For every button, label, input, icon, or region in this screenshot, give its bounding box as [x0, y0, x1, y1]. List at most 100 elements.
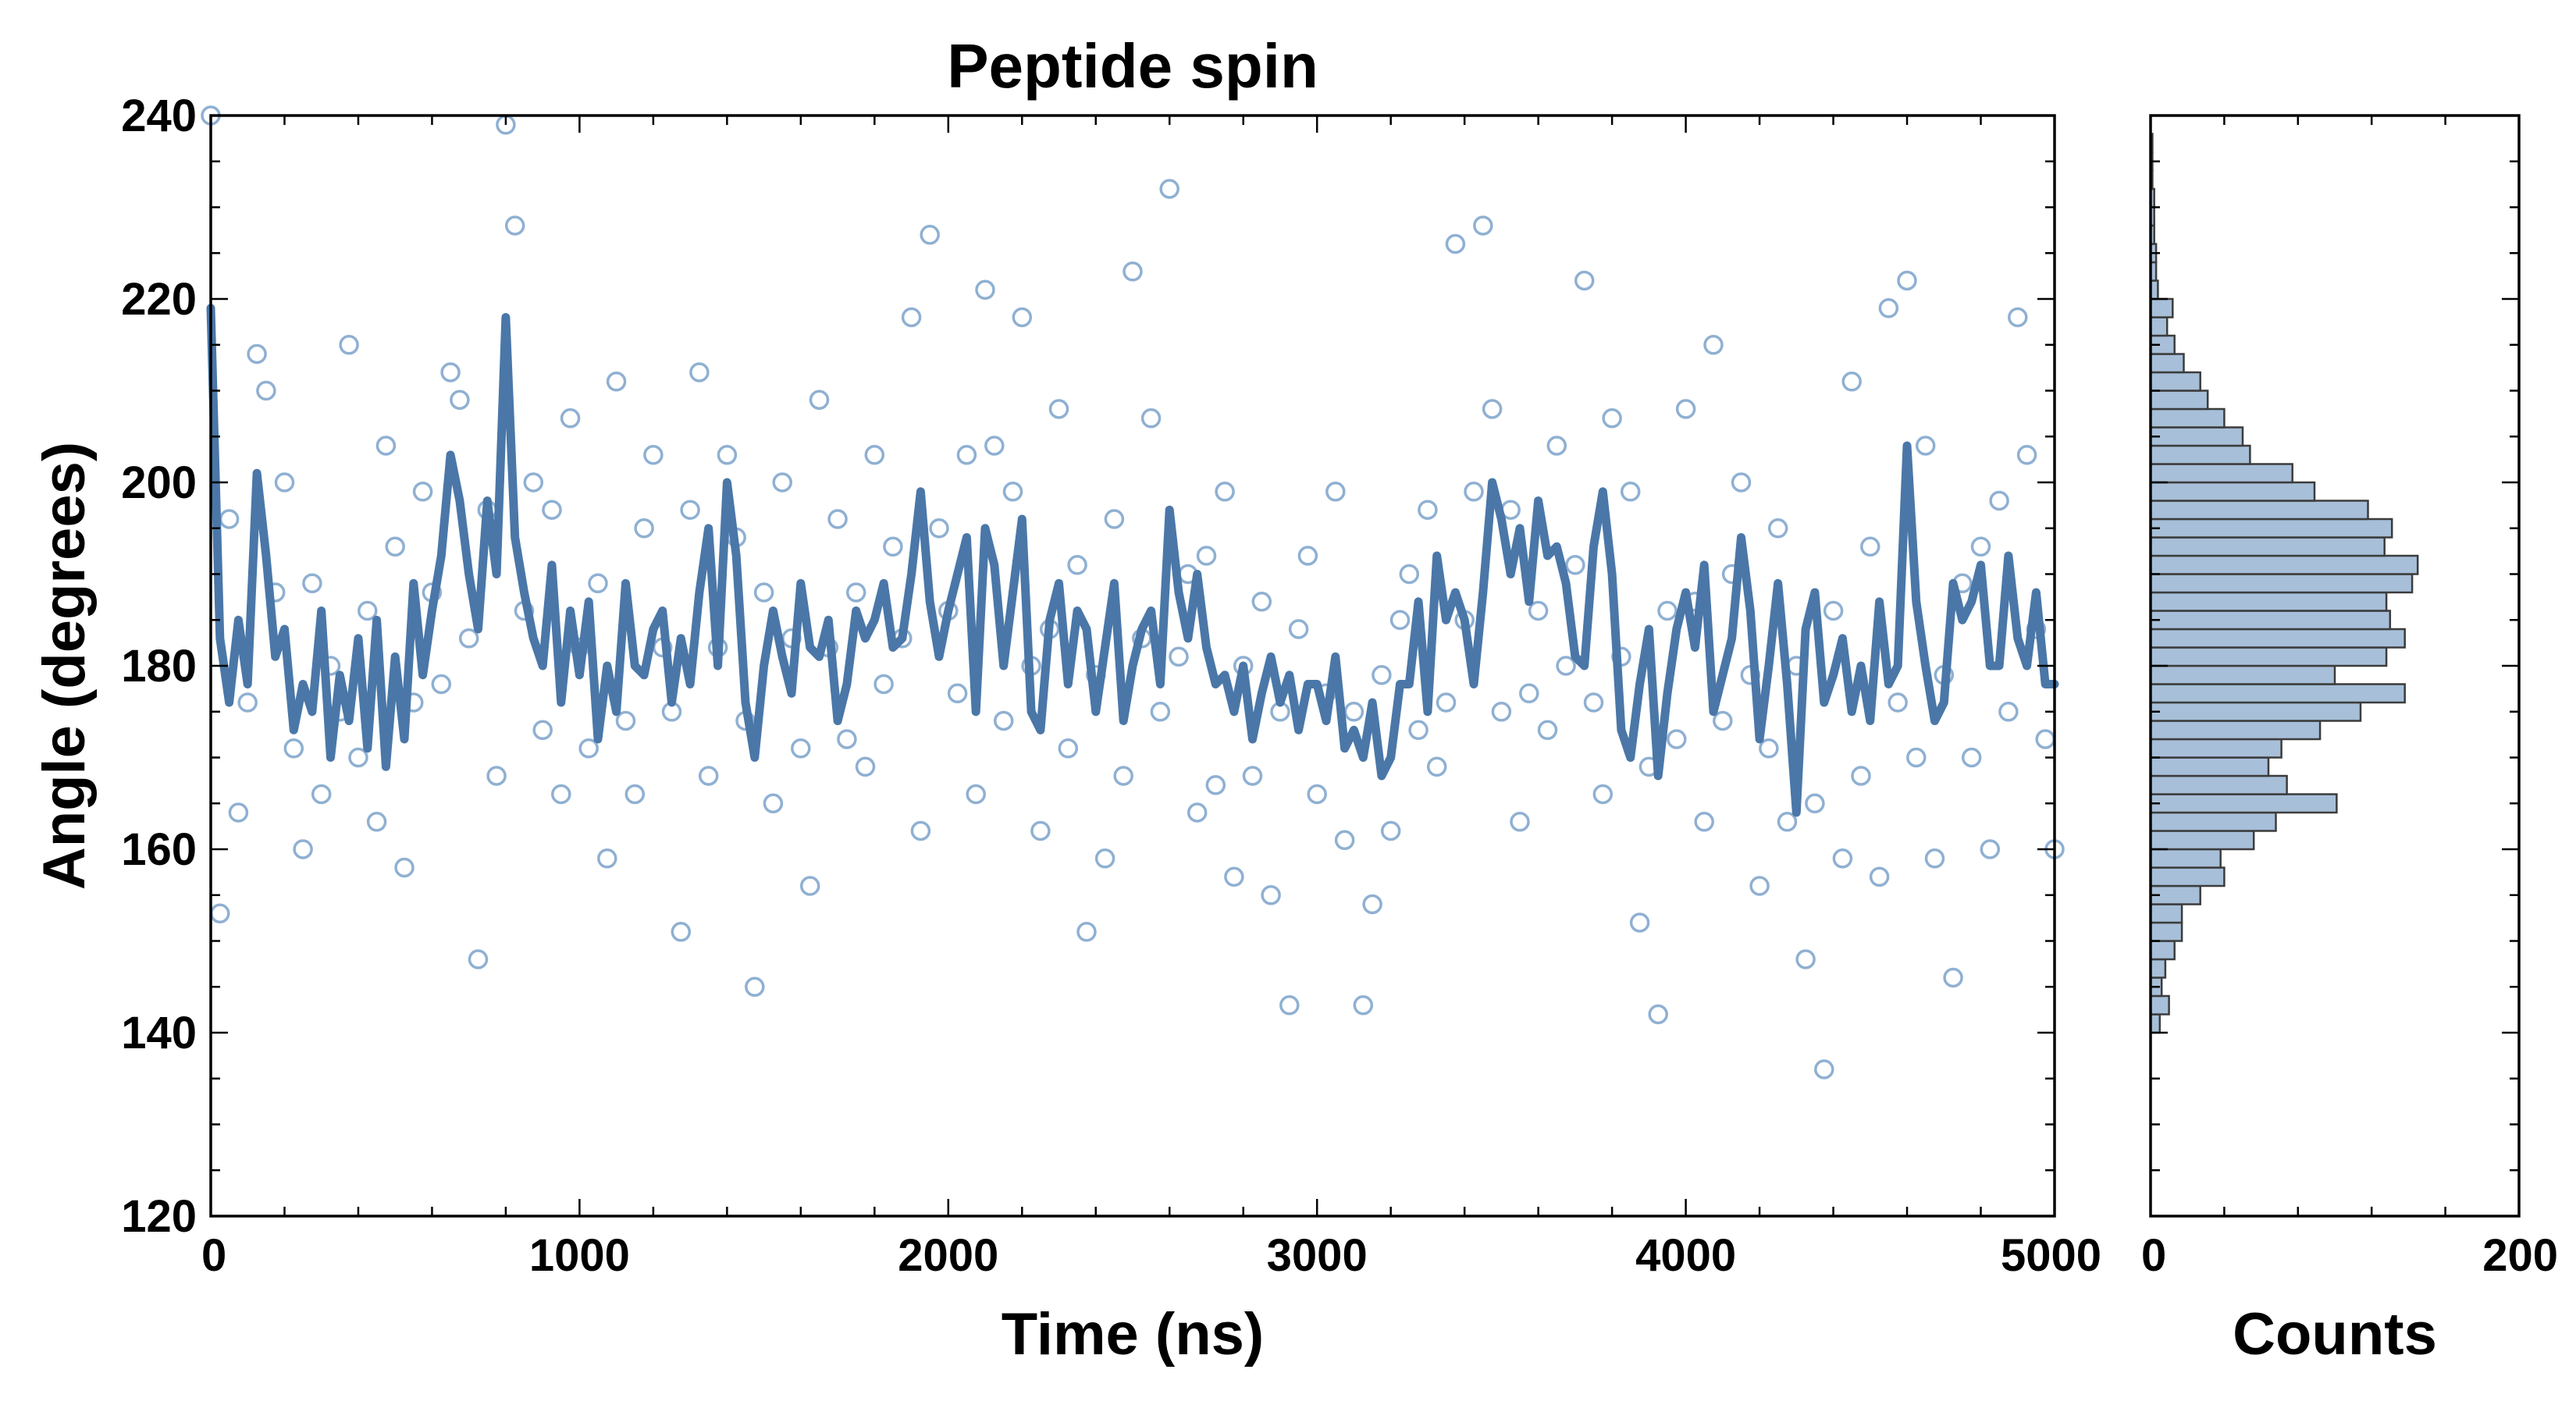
scatter-point	[1325, 482, 1346, 502]
scatter-point	[283, 738, 304, 759]
scatter-point	[1464, 482, 1484, 502]
histogram-bar	[2149, 848, 2222, 869]
scatter-point	[845, 582, 866, 603]
histogram-bar	[2149, 426, 2244, 447]
scatter-point	[772, 472, 792, 493]
y-tick-label: 200	[121, 457, 197, 508]
scatter-point	[523, 472, 544, 493]
scatter-point	[1915, 436, 1936, 456]
scatter-point	[717, 445, 738, 465]
histogram-bar	[2149, 554, 2419, 575]
scatter-point	[1943, 967, 1963, 988]
histogram-bar	[2149, 481, 2316, 502]
histogram-bar	[2149, 536, 2386, 557]
scatter-point	[1620, 482, 1641, 502]
scatter-point	[504, 215, 525, 236]
scatter-point	[1546, 436, 1567, 456]
histogram-bar	[2149, 940, 2176, 961]
histogram-bar	[2149, 573, 2414, 594]
histogram-frame	[2149, 114, 2521, 1218]
scatter-point	[791, 738, 811, 759]
scatter-point	[624, 784, 646, 805]
histogram-x-tick-label: 200	[2482, 1230, 2558, 1281]
histogram-bar	[2149, 701, 2362, 722]
scatter-point	[1565, 555, 1585, 575]
scatter-point	[375, 436, 397, 456]
scatter-point	[1251, 592, 1272, 612]
scatter-point	[837, 729, 857, 749]
scatter-point	[947, 683, 968, 704]
scatter-point	[412, 482, 433, 502]
time-series-plot: 0 1000 2000 3000 4000 5000 120 140 160 180 200 220 2…	[31, 31, 2101, 1368]
scatter-point	[2016, 445, 2037, 465]
scatter-point	[311, 784, 332, 805]
scatter-point	[1159, 179, 1179, 199]
histogram-bar	[2149, 297, 2174, 318]
scatter-point	[1150, 702, 1171, 722]
scatter-point	[1878, 298, 1899, 318]
line-layer	[206, 304, 2059, 817]
main-plot-frame	[209, 114, 2056, 1218]
scatter-point	[1334, 830, 1355, 851]
scatter-point	[901, 307, 922, 328]
histogram-bar	[2149, 866, 2226, 887]
scatter-point	[1897, 270, 1917, 291]
scatter-point	[1307, 784, 1327, 805]
scatter-point	[855, 756, 876, 777]
scatter-point	[1076, 922, 1097, 942]
scatter-point	[1851, 766, 1871, 786]
histogram-bar	[2149, 316, 2169, 337]
scatter-point	[1961, 747, 1982, 768]
histogram-bar	[2149, 518, 2393, 539]
y-tick-label: 240	[121, 91, 197, 141]
histogram-bar	[2149, 389, 2209, 411]
histogram-bar	[2149, 793, 2338, 814]
scatter-point	[458, 628, 479, 649]
scatter-point	[1473, 215, 1493, 236]
scatter-point	[1224, 866, 1244, 887]
histogram-bar	[2149, 738, 2282, 759]
scatter-point	[1602, 408, 1622, 429]
scatter-point	[431, 674, 452, 695]
scatter-point	[339, 335, 359, 355]
scatter-point	[809, 389, 830, 411]
scatter-point	[984, 436, 1005, 456]
scatter-point	[1667, 729, 1687, 749]
scatter-point	[1510, 812, 1530, 832]
scatter-point	[753, 582, 774, 603]
scatter-point	[1805, 793, 1825, 814]
scatter-point	[1998, 702, 2019, 722]
scatter-point	[920, 225, 940, 245]
scatter-point	[1713, 710, 1733, 731]
scatter-point	[910, 820, 931, 841]
scatter-point	[1030, 820, 1051, 841]
scatter-point	[551, 784, 571, 805]
scatter-point	[634, 518, 654, 539]
scatter-point	[956, 445, 977, 465]
scatter-point	[385, 536, 405, 557]
scatter-point	[1058, 738, 1079, 759]
scatter-point	[450, 389, 470, 411]
scatter-point	[1242, 766, 1263, 786]
scatter-point	[1418, 500, 1438, 520]
scatter-point	[2035, 729, 2055, 749]
scatter-point	[680, 500, 700, 520]
x-tick-label: 2000	[898, 1230, 998, 1281]
scatter-point	[615, 710, 636, 731]
scatter-point	[606, 372, 627, 392]
histogram-bar	[2149, 646, 2388, 667]
scatter-point	[1592, 784, 1614, 805]
scatter-point	[975, 279, 995, 301]
histogram-bar	[2149, 353, 2185, 374]
scatter-point	[237, 692, 258, 713]
scatter-point	[247, 343, 267, 365]
histogram-bar	[2149, 994, 2170, 1016]
scatter-point	[1408, 720, 1429, 741]
scatter-point	[2008, 307, 2028, 328]
scatter-point	[1657, 600, 1678, 621]
scatter-point	[1795, 949, 1816, 969]
histogram-bar	[2149, 683, 2406, 704]
scatter-point	[1694, 812, 1714, 832]
histogram-bar	[2149, 610, 2392, 631]
